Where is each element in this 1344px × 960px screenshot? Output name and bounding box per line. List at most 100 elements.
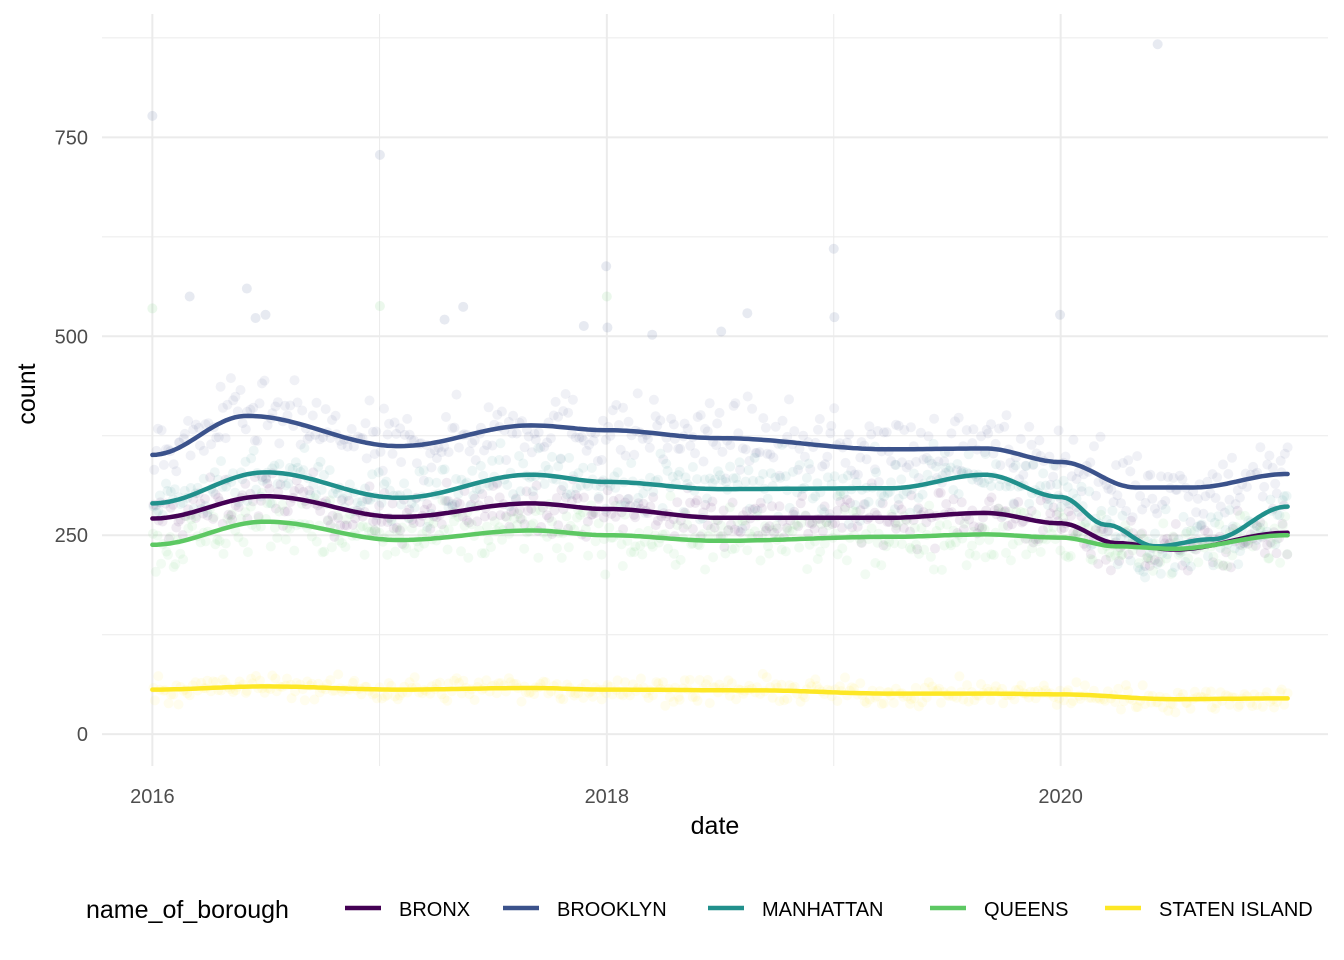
data-point [1051,509,1062,520]
data-point [650,411,661,422]
data-point [487,455,498,466]
data-point [623,493,634,504]
data-point [524,688,535,698]
data-point-outlier [1152,39,1163,50]
data-point [820,459,830,470]
data-point [754,447,765,458]
data-point [719,542,730,552]
data-point [1240,468,1251,479]
data-point [1040,480,1051,491]
data-point [1266,538,1277,549]
data-point [758,413,769,424]
data-point [1227,452,1237,463]
data-point [1227,550,1238,561]
data-point [548,410,559,421]
data-point [977,522,988,533]
data-point [843,519,854,530]
data-point [877,498,888,509]
data-point [747,403,758,414]
series-line-manhattan [150,470,1290,549]
legend-label: BROOKLYN [557,899,667,921]
data-point [767,692,778,703]
data-point [687,692,698,703]
data-point [1282,549,1293,560]
data-point [959,518,970,529]
data-point [442,695,453,706]
data-point [436,447,447,458]
y-tick-label: 750 [55,127,88,149]
data-point [633,492,644,503]
data-point [389,417,400,428]
y-tick-label: 0 [77,724,88,746]
data-point [257,378,267,389]
data-point-outlier [601,261,612,272]
data-point [655,415,666,426]
data-point [240,478,251,489]
data-point [560,492,571,503]
data-point [262,498,273,509]
data-point [185,483,196,493]
data-point [375,446,386,457]
data-point [742,391,753,402]
data-point [206,439,217,450]
data-point [1218,459,1228,470]
data-point [565,489,576,500]
data-point [452,497,463,508]
data-point [186,514,197,525]
data-point [464,517,474,528]
data-point [984,534,995,545]
data-point [187,521,198,531]
data-point [898,489,909,500]
data-point [630,512,641,523]
data-point [970,550,981,561]
legend-label: MANHATTAN [762,899,883,921]
data-point [1158,535,1169,546]
data-point [308,467,319,478]
data-point [515,486,526,497]
data-point [151,507,162,518]
data-point [1145,469,1156,480]
data-point [1167,567,1178,578]
data-point [690,448,700,459]
data-point [1085,457,1096,468]
data-point [1090,525,1101,536]
data-point [230,391,241,402]
data-point [1233,559,1244,570]
data-point [200,536,211,547]
data-point [329,531,340,542]
data-point [580,524,591,534]
data-point [914,548,924,559]
data-point [437,495,448,506]
data-point [238,537,249,548]
data-point [173,699,184,710]
data-point [761,672,772,683]
data-point [406,523,417,534]
data-point [227,514,238,525]
data-point [855,452,866,463]
data-point [690,692,701,702]
data-point [515,513,526,524]
data-point [565,520,576,531]
data-point [188,424,199,435]
data-point [556,485,567,495]
data-point [1034,435,1045,446]
scatter-points [147,39,1293,718]
data-point [549,505,560,516]
data-point [950,537,961,548]
data-point [1001,547,1011,558]
data-point [848,506,858,517]
data-point [279,506,290,517]
data-point [382,517,393,527]
data-point [218,548,229,559]
data-point [630,541,641,552]
data-point [602,485,613,496]
data-point [261,474,271,485]
data-point [1060,451,1071,462]
data-point [766,525,777,536]
data-point [1185,703,1196,714]
data-point [1203,551,1213,562]
data-point [685,497,696,508]
data-point [958,694,969,705]
data-point [893,500,904,511]
data-point [794,443,805,454]
